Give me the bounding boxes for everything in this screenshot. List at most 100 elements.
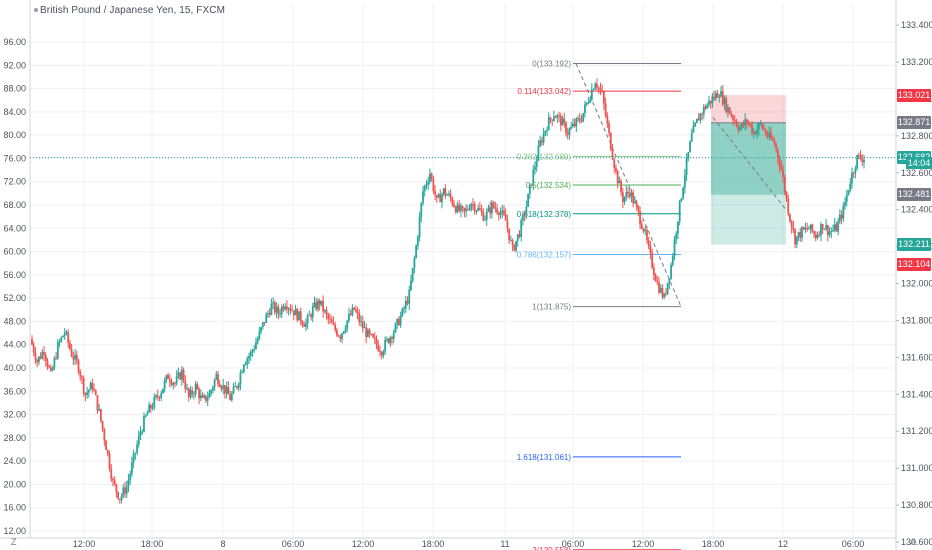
candle-body <box>813 231 815 234</box>
candle-body <box>249 351 252 356</box>
fibonacci-retracement[interactable]: 0(133.192) 0.114(133.042) 0.382(132.689) 0.… <box>517 59 787 550</box>
candle-body <box>737 125 740 130</box>
candle-body <box>704 106 707 109</box>
candle-body <box>540 140 543 143</box>
candle-body <box>277 306 280 315</box>
candle-body <box>387 338 390 344</box>
right-axis-tick-label: 130.800 <box>901 500 932 510</box>
right-axis-tick-label: 133.400 <box>901 20 932 30</box>
candle-body <box>630 192 633 197</box>
candle-body <box>465 208 467 212</box>
candle-body <box>523 214 526 216</box>
candle-body <box>74 354 76 360</box>
candle-body <box>198 389 200 399</box>
candle-body <box>497 212 500 216</box>
candle-body <box>659 287 662 293</box>
left-axis-tick-label: 64.00 <box>3 223 26 233</box>
candle-body <box>379 350 381 353</box>
right-axis-tick-label: 132.800 <box>901 131 932 141</box>
time-axis[interactable]: 12:00 18:00 8 06:00 12:00 18:00 11 06:00 12:00 18… <box>73 539 865 549</box>
left-axis-tick-label: 72.00 <box>3 177 26 187</box>
short-position-tool[interactable] <box>711 95 786 245</box>
candle-body <box>225 386 228 394</box>
candle-body <box>608 123 610 133</box>
candle-body <box>544 130 547 134</box>
candle-body <box>532 169 535 186</box>
candle-body <box>230 393 233 401</box>
candle-body <box>615 167 617 171</box>
candle-body <box>745 119 748 123</box>
price-tag: 133.021 <box>897 88 931 102</box>
fib-trend-line <box>575 63 682 307</box>
candle-body <box>570 126 573 129</box>
price-tag: 132.211 <box>897 238 931 252</box>
profit-zone-target <box>711 194 786 245</box>
candle-body <box>392 332 395 339</box>
candle-body <box>160 393 163 398</box>
candle-body <box>492 202 495 208</box>
candle-body <box>696 118 698 123</box>
candle-body <box>520 220 523 237</box>
candle-body <box>227 386 230 395</box>
timezone-label[interactable]: Z <box>11 537 17 547</box>
candle-body <box>291 310 294 312</box>
candle-body <box>482 211 485 221</box>
candle-body <box>694 122 697 127</box>
candle-body <box>625 191 628 197</box>
candle-body <box>180 369 183 380</box>
candle-body <box>382 351 385 356</box>
candle-body <box>91 382 94 389</box>
candle-body <box>658 282 660 293</box>
candle-body <box>272 302 275 304</box>
candle-body <box>48 366 51 368</box>
candle-body <box>311 306 314 318</box>
candle-body <box>423 185 426 192</box>
fib-level-label: 0.382(132.689) <box>517 152 572 161</box>
candle-body <box>108 453 111 469</box>
candle-body <box>697 118 700 121</box>
time-axis-tick-label: 11 <box>500 539 509 549</box>
candle-body <box>832 229 834 231</box>
candle-body <box>699 113 702 121</box>
candle-body <box>677 221 679 234</box>
candle-body <box>335 330 338 336</box>
candle-body <box>239 372 242 384</box>
candle-body <box>193 393 195 395</box>
candle-body <box>175 376 178 384</box>
candle-body <box>511 239 514 246</box>
auto-scale-button[interactable]: A <box>910 537 917 547</box>
candle-body <box>401 308 404 316</box>
left-axis-tick-label: 44.00 <box>3 340 26 350</box>
candle-body <box>687 152 690 159</box>
candle-body <box>327 314 330 319</box>
right-axis-tick-label: 131.600 <box>901 352 932 362</box>
candle-body <box>453 204 455 207</box>
candle-body <box>377 344 380 351</box>
candle-body <box>385 338 388 341</box>
candle-body <box>172 383 175 385</box>
candle-body <box>177 372 180 377</box>
candle-body <box>789 214 791 221</box>
candle-body <box>504 214 507 221</box>
candle-body <box>849 183 852 191</box>
candle-body <box>539 140 542 146</box>
candle-body <box>713 96 716 99</box>
candle-body <box>39 356 42 359</box>
candle-body <box>678 200 681 222</box>
candle-body <box>616 170 619 184</box>
symbol-title[interactable]: British Pound / Japanese Yen, 15, FXCM <box>34 5 225 16</box>
candle-body <box>690 132 693 142</box>
candle-body <box>553 116 555 121</box>
candle-body <box>549 117 552 120</box>
time-axis-tick-label: 12:00 <box>352 539 375 549</box>
candle-body <box>652 267 655 275</box>
candle-body <box>828 232 831 236</box>
fib-level-label: 1(131.875) <box>532 303 571 312</box>
candle-body <box>491 202 493 214</box>
candle-body <box>480 209 483 212</box>
candle-body <box>270 303 273 315</box>
left-price-axis[interactable]: 12.00 16.00 20.00 24.00 28.00 32.00 36.00 40.00… <box>3 37 26 536</box>
candle-body <box>217 374 219 385</box>
candle-body <box>411 267 414 281</box>
